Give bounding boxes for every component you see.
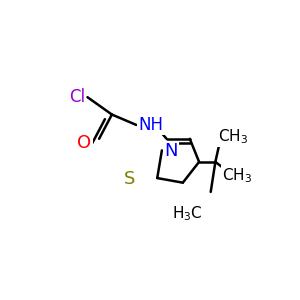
Text: Cl: Cl bbox=[69, 88, 85, 106]
Text: N: N bbox=[164, 142, 178, 160]
Text: NH: NH bbox=[139, 116, 164, 134]
Text: H$_3$C: H$_3$C bbox=[172, 205, 203, 223]
Text: CH$_3$: CH$_3$ bbox=[218, 127, 248, 146]
Text: CH$_3$: CH$_3$ bbox=[222, 167, 253, 185]
Text: S: S bbox=[124, 170, 135, 188]
Text: O: O bbox=[77, 134, 91, 152]
